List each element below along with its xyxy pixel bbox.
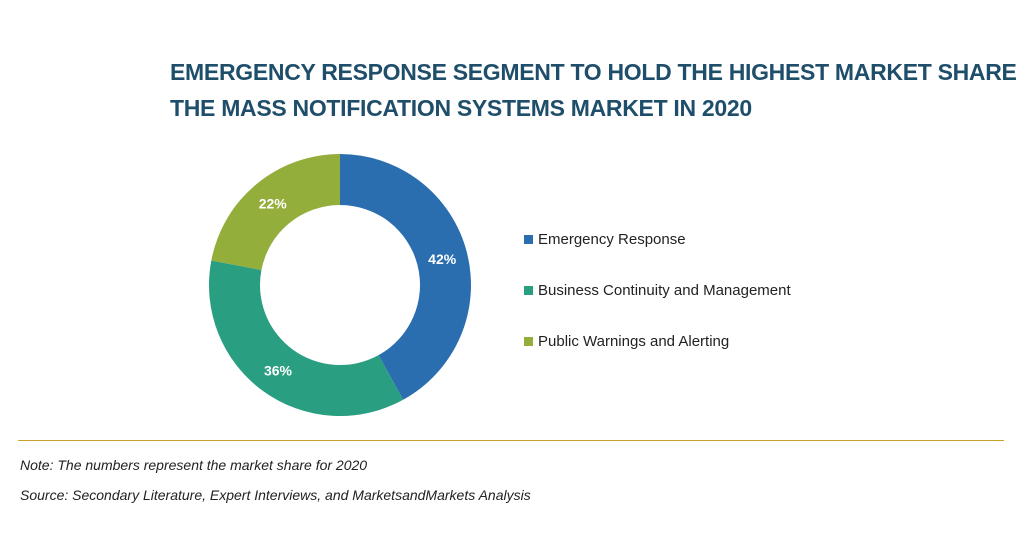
legend-item-business-continuity: Business Continuity and Management: [524, 279, 791, 301]
data-label-emergency-response: 42%: [428, 251, 457, 267]
legend-swatch-public-warnings: [524, 336, 533, 346]
chart-title-line-1: EMERGENCY RESPONSE SEGMENT TO HOLD THE H…: [170, 59, 1024, 85]
data-label-business-continuity-and-management: 36%: [264, 362, 293, 378]
chart-legend: Emergency Response Business Continuity a…: [524, 228, 791, 381]
slice-business-continuity-and-management: [209, 260, 404, 416]
footnote-source: Source: Secondary Literature, Expert Int…: [20, 487, 531, 503]
chart-title: EMERGENCY RESPONSE SEGMENT TO HOLD THE H…: [170, 54, 1024, 126]
slice-public-warnings-and-alerting: [211, 154, 340, 271]
legend-swatch-emergency-response: [524, 234, 533, 244]
footer-divider: [18, 440, 1004, 441]
legend-item-public-warnings: Public Warnings and Alerting: [524, 330, 791, 352]
data-label-public-warnings-and-alerting: 22%: [259, 196, 288, 212]
legend-label-emergency-response: Emergency Response: [538, 230, 686, 248]
legend-label-public-warnings: Public Warnings and Alerting: [538, 332, 730, 350]
legend-label-business-continuity: Business Continuity and Management: [538, 281, 791, 299]
slice-emergency-response: [340, 154, 472, 400]
footnote-note: Note: The numbers represent the market s…: [20, 457, 368, 473]
legend-swatch-business-continuity: [524, 285, 533, 295]
chart-title-line-2: THE MASS NOTIFICATION SYSTEMS MARKET IN …: [170, 95, 752, 121]
legend-item-emergency-response: Emergency Response: [524, 228, 791, 250]
donut-chart: 42% 36% 22%: [209, 154, 472, 416]
